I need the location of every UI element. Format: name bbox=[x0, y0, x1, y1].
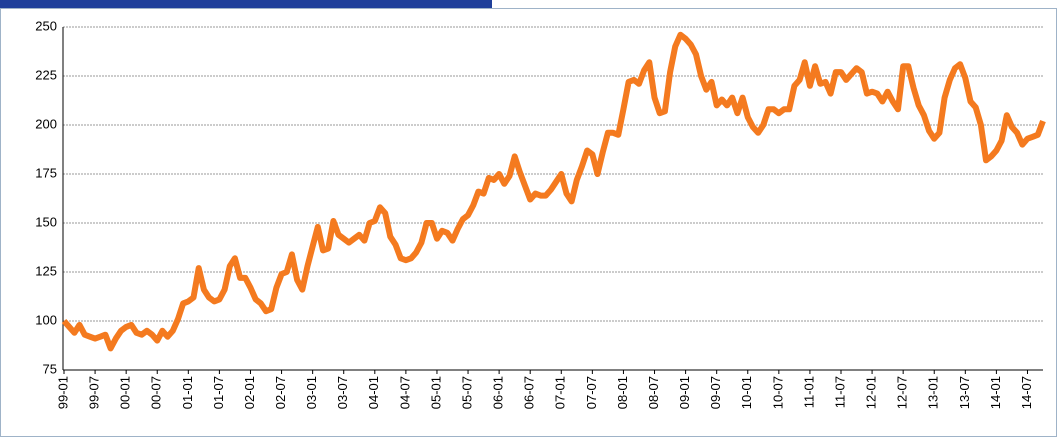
y-tick-label: 175 bbox=[35, 165, 57, 180]
x-tick-label: 10-01 bbox=[739, 376, 754, 409]
x-tick-label: 04-07 bbox=[397, 376, 412, 409]
y-tick-label: 100 bbox=[35, 312, 57, 327]
header-bar bbox=[0, 0, 492, 8]
x-tick-label: 11-01 bbox=[801, 376, 816, 408]
x-tick-label: 03-07 bbox=[335, 376, 350, 409]
x-tick-label: 05-07 bbox=[459, 376, 474, 409]
y-tick-label: 225 bbox=[35, 67, 57, 82]
x-tick-label: 14-07 bbox=[1019, 376, 1034, 409]
y-tick-label: 75 bbox=[43, 361, 57, 376]
x-tick-label: 07-01 bbox=[553, 376, 568, 409]
x-tick-label: 99-07 bbox=[87, 376, 102, 409]
x-tick-label: 01-07 bbox=[211, 376, 226, 409]
x-tick-label: 05-01 bbox=[428, 376, 443, 409]
x-tick-label: 14-01 bbox=[988, 376, 1003, 409]
x-tick-label: 04-01 bbox=[366, 376, 381, 409]
x-tick-label: 08-01 bbox=[615, 376, 630, 409]
x-tick-label: 02-07 bbox=[273, 376, 288, 409]
x-tick-label: 06-07 bbox=[522, 376, 537, 409]
x-tick-label: 00-01 bbox=[118, 376, 133, 409]
x-tick-label: 09-07 bbox=[708, 376, 723, 409]
x-tick-label: 02-01 bbox=[242, 376, 257, 409]
x-tick-label: 09-01 bbox=[677, 376, 692, 409]
y-tick-label: 250 bbox=[35, 18, 57, 33]
x-tick-label: 99-01 bbox=[55, 376, 70, 409]
x-tick-label: 13-07 bbox=[957, 376, 972, 409]
y-tick-label: 125 bbox=[35, 263, 57, 278]
x-tick-label: 12-01 bbox=[864, 376, 879, 409]
x-tick-label: 12-07 bbox=[895, 376, 910, 409]
y-tick-label: 200 bbox=[35, 116, 57, 131]
y-tick-label: 150 bbox=[35, 214, 57, 229]
x-tick-label: 07-07 bbox=[584, 376, 599, 409]
x-tick-label: 13-01 bbox=[926, 376, 941, 409]
x-tick-label: 03-01 bbox=[304, 376, 319, 409]
x-tick-label: 08-07 bbox=[646, 376, 661, 409]
x-tick-label: 01-01 bbox=[180, 376, 195, 409]
x-tick-label: 00-07 bbox=[149, 376, 164, 409]
x-tick-label: 11-07 bbox=[832, 376, 847, 408]
x-tick-label: 10-07 bbox=[770, 376, 785, 409]
series-line bbox=[61, 31, 1046, 352]
x-tick-label: 06-01 bbox=[491, 376, 506, 409]
